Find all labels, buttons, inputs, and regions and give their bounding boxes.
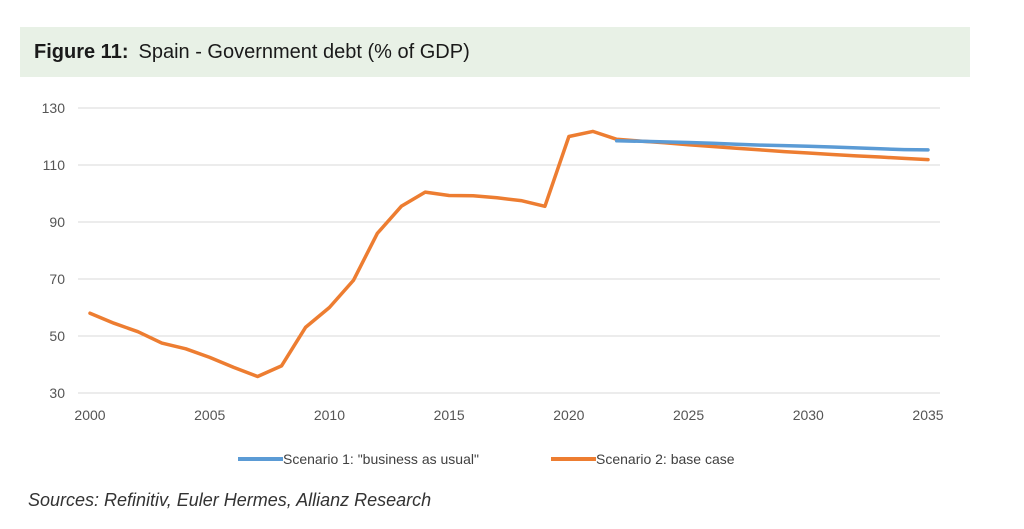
x-tick-label-2005: 2005 [194,407,225,423]
y-tick-label-30: 30 [49,385,65,401]
series-line-2 [88,129,930,379]
y-tick-label-90: 90 [49,214,65,230]
x-tick-label-2030: 2030 [793,407,824,423]
x-tick-label-2000: 2000 [74,407,105,423]
legend-label-2: Scenario 2: base case [596,451,735,467]
x-tick-label-2015: 2015 [434,407,465,423]
x-tick-label-2035: 2035 [912,407,943,423]
chart-title: Spain - Government debt (% of GDP) [138,40,470,63]
x-tick-label-2010: 2010 [314,407,345,423]
chart-title-bar: Figure 11: Spain - Government debt (% of… [20,27,970,77]
line-chart: 30 50 70 90 110 130 2000 2005 2010 2015 2020 2025 20… [42,100,944,467]
y-tick-label-50: 50 [49,328,65,344]
series-line-1 [614,139,930,152]
y-tick-label-110: 110 [43,157,66,173]
x-tick-label-2025: 2025 [673,407,704,423]
y-tick-label-70: 70 [49,271,65,287]
figure-label: Figure 11: [34,40,129,63]
x-tick-label-2020: 2020 [553,407,584,423]
source-note: Sources: Refinitiv, Euler Hermes, Allian… [28,490,432,510]
y-tick-label-130: 130 [42,100,66,116]
legend-label-1: Scenario 1: "business as usual" [283,451,479,467]
